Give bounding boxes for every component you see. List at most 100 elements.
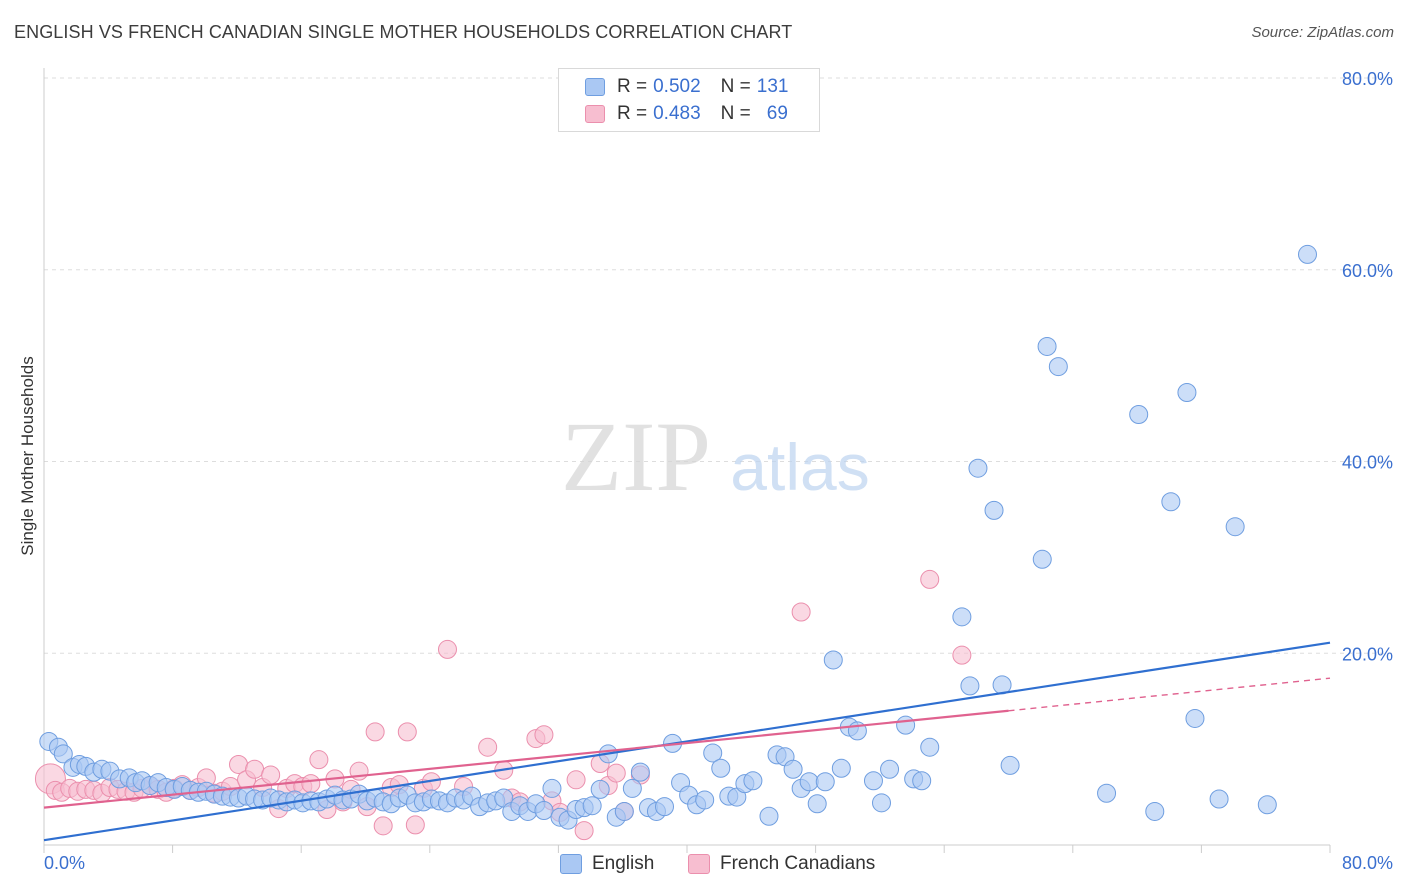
french-point-42 [373,816,393,836]
y-tick-label-1: 40.0% [1342,453,1393,473]
french-point-33 [301,774,321,794]
bottom-english-label: English [592,853,655,874]
grid-lines [44,77,1392,654]
french-point-45 [397,722,417,742]
english-point-119 [1145,801,1165,821]
french-point-41 [365,722,385,742]
english-point-82 [695,790,715,810]
french-point-63 [606,763,626,783]
stats-legend: R = 0.502 N = 131 R = 0.483 N = 69 [558,68,820,132]
trend-lines [43,641,1331,842]
english-point-114 [1032,549,1052,569]
french-point-46 [405,815,425,835]
bottom-legend-english: English [560,852,654,876]
english-point-74 [630,762,650,782]
watermark: ZIP atlas [561,401,870,512]
watermark-zip: ZIP [561,401,711,512]
french-point-34 [309,750,329,770]
bottom-legend-french: French Canadians [688,852,875,876]
legend-row-english: R = 0.502 N = 131 [585,75,788,99]
french-point-56 [534,725,554,745]
french-point-66 [791,602,811,622]
x-tick-label-0: 0.0% [44,853,85,873]
english-point-110 [968,458,988,478]
source-label: Source: ZipAtlas.com [1251,24,1394,41]
english-point-116 [1048,357,1068,377]
french-trend-line-extended [1008,677,1331,712]
english-point-120 [1161,492,1181,512]
axes [43,68,1331,853]
english-point-107 [920,737,940,757]
french-point-26 [245,759,265,779]
english-r-label: R = [617,76,648,97]
english-point-88 [743,771,763,791]
english-point-125 [1257,795,1277,815]
french-trend-line [43,709,1009,809]
english-point-115 [1037,336,1057,356]
english-point-68 [582,796,602,816]
english-n-value: 131 [756,76,789,97]
english-point-104 [896,715,916,735]
y-tick-label-2: 60.0% [1342,261,1393,281]
legend-row-french: R = 0.483 N = 69 [585,102,788,126]
french-r-label: R = [617,103,648,124]
english-point-102 [872,793,892,813]
english-point-89 [759,806,779,826]
english-point-103 [880,759,900,779]
english-point-92 [783,759,803,779]
english-point-2 [53,744,73,764]
french-point-49 [437,639,457,659]
english-point-94 [799,772,819,792]
english-point-84 [711,758,731,778]
english-point-124 [1225,517,1245,537]
french-point-60 [574,821,594,841]
french-r-value: 0.483 [653,103,701,124]
english-point-106 [912,771,932,791]
y-tick-label-3: 80.0% [1342,69,1393,89]
english-point-72 [614,801,634,821]
english-point-83 [703,743,723,763]
french-n-value: 69 [766,103,788,124]
english-point-122 [1185,708,1205,728]
english-point-121 [1177,382,1197,402]
french-swatch [585,105,605,123]
french-point-67 [920,569,940,589]
bottom-french-swatch [688,854,710,874]
english-point-69 [590,779,610,799]
english-point-95 [807,794,827,814]
english-r-value: 0.502 [653,76,701,97]
english-point-62 [534,800,554,820]
y-tick-label-0: 20.0% [1342,644,1393,664]
tick-labels: 20.0% 40.0% 60.0% 80.0% 0.0% 80.0% [44,69,1393,873]
english-point-97 [823,650,843,670]
french-n-label: N = [720,103,751,124]
english-point-111 [984,500,1004,520]
watermark-atlas: atlas [730,430,869,504]
english-point-108 [952,607,972,627]
english-point-109 [960,676,980,696]
english-trend-line [43,641,1331,842]
english-point-117 [1097,783,1117,803]
english-swatch [585,78,605,96]
french-point-68 [952,645,972,665]
english-points [39,244,1317,830]
english-point-113 [1000,755,1020,775]
chart-title: ENGLISH VS FRENCH CANADIAN SINGLE MOTHER… [14,22,793,42]
french-point-59 [566,770,586,790]
english-point-77 [654,797,674,817]
bottom-english-swatch [560,854,582,874]
english-point-73 [622,778,642,798]
english-point-101 [863,771,883,791]
x-tick-label-1: 80.0% [1342,853,1393,873]
english-point-123 [1209,789,1229,809]
english-n-label: N = [720,76,751,97]
english-point-98 [831,758,851,778]
english-point-63 [542,778,562,798]
bottom-french-label: French Canadians [720,853,876,874]
english-point-118 [1129,405,1149,425]
english-point-126 [1297,244,1317,264]
french-point-28 [261,765,281,785]
french-point-51 [478,737,498,757]
english-point-96 [815,772,835,792]
